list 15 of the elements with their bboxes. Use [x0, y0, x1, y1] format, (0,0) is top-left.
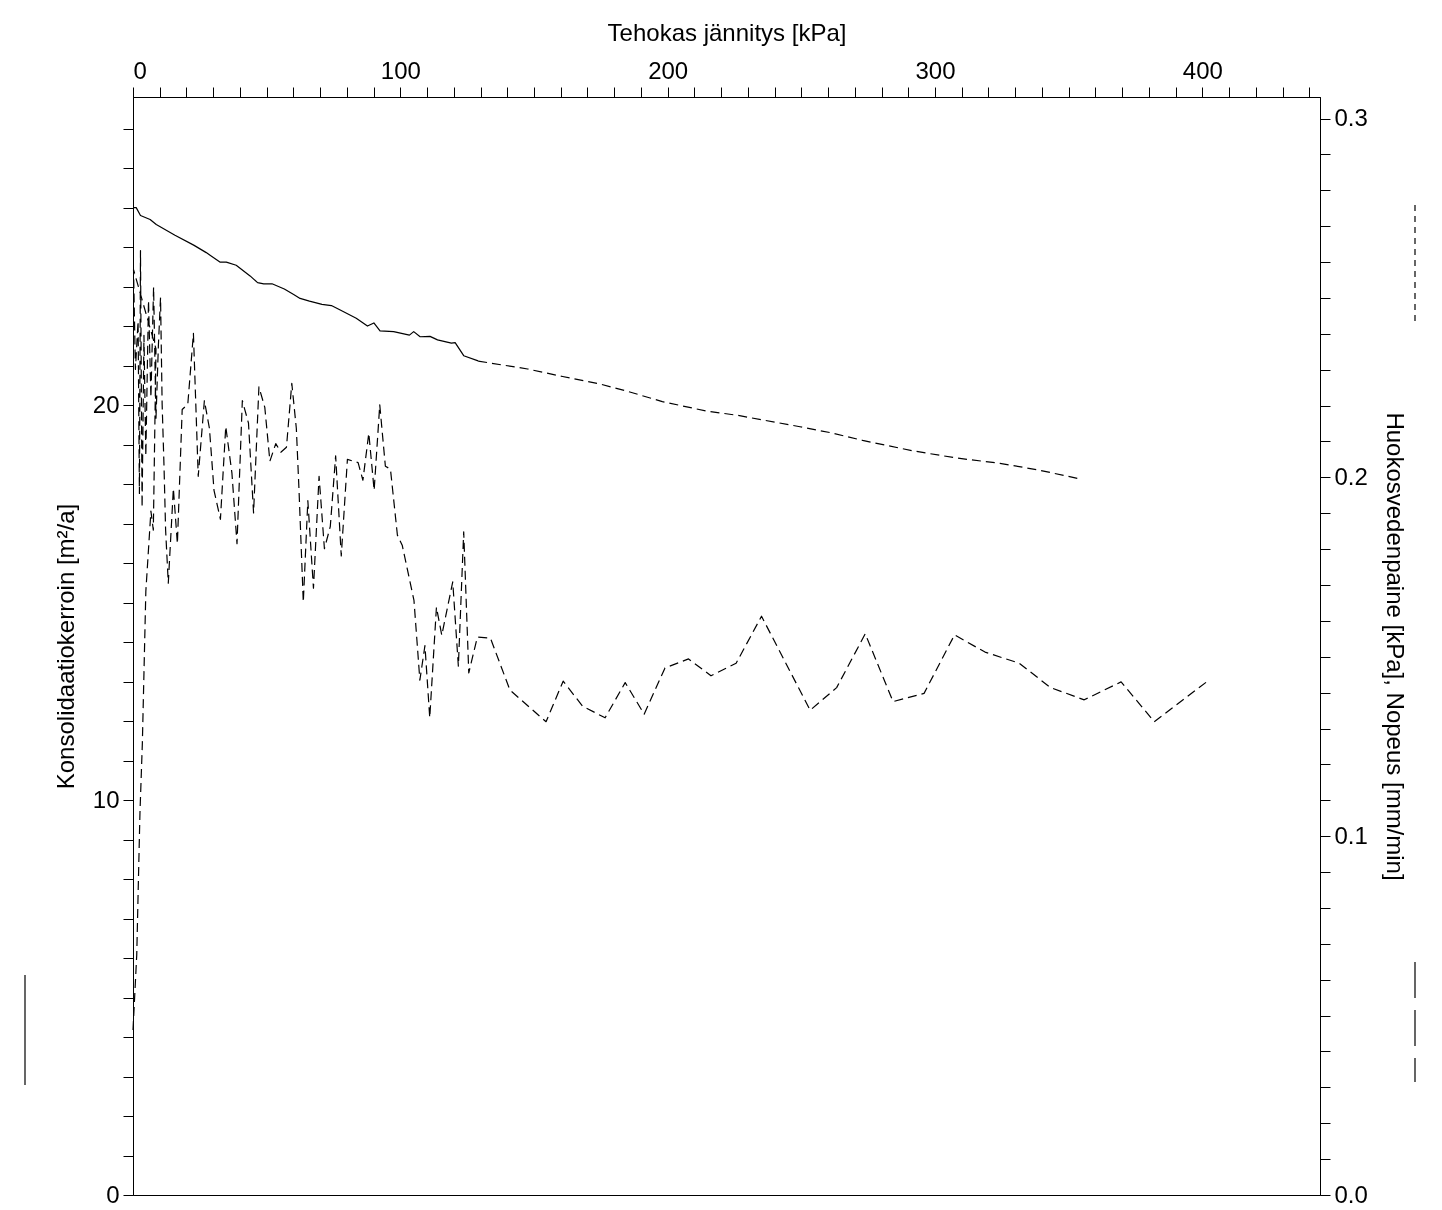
x-tick-label: 400 — [1182, 56, 1223, 84]
y-tick-label: 20 — [92, 390, 120, 418]
y2-tick-label: 0.3 — [1334, 104, 1368, 132]
x-axis-title: Tehokas jännitys [kPa] — [607, 18, 847, 46]
x-tick-label: 300 — [915, 56, 956, 84]
x-tick-label: 100 — [380, 56, 421, 84]
y-tick-label: 0 — [106, 1180, 120, 1208]
x-tick-label: 0 — [133, 56, 147, 84]
y-axis-title: Konsolidaatiokerroin [m²/a] — [51, 503, 79, 790]
y2-axis-title: Huokosvedenpaine [kPa], Nopeus [mm/min] — [1381, 412, 1409, 881]
y2-tick-label: 0.2 — [1334, 462, 1368, 490]
y-tick-label: 10 — [92, 785, 120, 813]
y2-tick-label: 0.0 — [1334, 1180, 1368, 1208]
x-tick-label: 200 — [648, 56, 689, 84]
y2-tick-label: 0.1 — [1334, 821, 1368, 849]
